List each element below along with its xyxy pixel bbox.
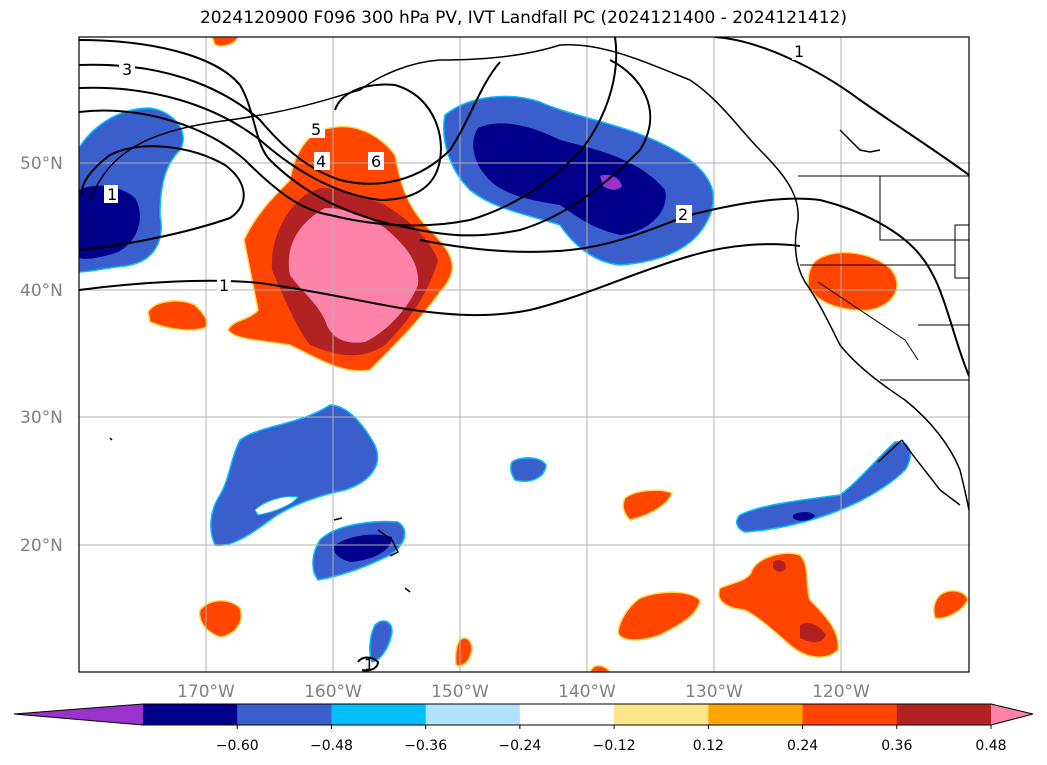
coastlines — [89, 43, 969, 511]
colorbar-segment — [614, 704, 709, 725]
contour-line — [79, 83, 442, 202]
lon-label: 120°W — [812, 682, 870, 702]
max-positive-region — [288, 208, 419, 343]
colorbar-tick-label: −0.60 — [216, 738, 259, 754]
colorbar-segment — [519, 704, 615, 725]
negative-region — [210, 404, 379, 547]
map-panel: 3 5 4 6 1 1 2 1 1 — [79, 37, 969, 674]
colorbar-tick-label: 0.24 — [787, 738, 818, 754]
lat-label: 50°N — [20, 154, 63, 174]
map-frame — [78, 36, 970, 673]
lat-label: 20°N — [20, 536, 63, 556]
contour-label: 5 — [311, 120, 321, 139]
lat-label: 40°N — [20, 281, 63, 301]
colorbar-tick-label: 0.12 — [693, 738, 724, 754]
contour-line — [714, 37, 969, 176]
contour-labels: 3 5 4 6 1 1 2 1 1 — [104, 42, 806, 674]
colorbar-segment — [896, 704, 992, 725]
lat-label: 30°N — [20, 408, 63, 428]
colorbar-extension — [14, 704, 143, 725]
islands — [109, 437, 411, 593]
hole-region — [254, 496, 299, 516]
positive-region — [933, 590, 969, 620]
extreme-negative-region — [600, 174, 622, 190]
strong-negative-region — [793, 512, 815, 521]
negative-region — [369, 620, 393, 663]
colorbar-tick-label: −0.48 — [310, 738, 353, 754]
colorbar-segment — [708, 704, 804, 725]
contour-label: 1 — [794, 42, 804, 61]
contour-label: 1 — [219, 276, 229, 295]
contour-label: 4 — [316, 152, 326, 171]
contour-line — [357, 656, 380, 672]
contour-label: 1 — [107, 185, 117, 204]
colorbar-outline — [13, 703, 1034, 726]
lon-label: 160°W — [304, 682, 362, 702]
colorbar-segment — [802, 704, 898, 725]
contour-label: 2 — [678, 205, 688, 224]
contour-line — [79, 61, 501, 185]
plot-title: 2024120900 F096 300 hPa PV, IVT Landfall… — [199, 8, 847, 28]
negative-region — [735, 441, 911, 533]
colorbar-segment — [331, 704, 427, 725]
lon-label: 130°W — [685, 682, 743, 702]
strong-positive-region — [773, 560, 786, 572]
lon-label: 150°W — [431, 682, 489, 702]
positive-region — [622, 489, 673, 521]
lon-label: 170°W — [177, 682, 235, 702]
colorbar-tick-label: 0.48 — [975, 738, 1006, 754]
colorbar-segment — [143, 704, 238, 725]
colorbar: −0.60 −0.48 −0.36 −0.24 −0.12 0.12 0.24 0.36 0.4… — [13, 703, 1034, 754]
colorbar-tick-label: 0.36 — [881, 738, 912, 754]
strong-negative-region — [79, 185, 140, 259]
contour-line — [79, 145, 245, 251]
colorbar-tick-label: −0.36 — [404, 738, 447, 754]
negative-region — [510, 457, 547, 482]
strong-negative-region — [473, 123, 666, 235]
contour-line — [419, 197, 969, 377]
contour-label: 6 — [371, 152, 381, 171]
colorbar-segment — [425, 704, 521, 725]
strong-positive-region — [800, 623, 826, 643]
colorbar-tick-label: −0.12 — [593, 738, 636, 754]
longitude-labels: 170°W 160°W 150°W 140°W 130°W 120°W — [177, 682, 870, 702]
colorbar-tick-label: −0.24 — [498, 738, 541, 754]
latitude-labels: 50°N 40°N 30°N 20°N — [20, 154, 63, 556]
positive-region — [807, 251, 898, 311]
colorbar-extension — [991, 704, 1033, 725]
contour-label: 1 — [364, 655, 374, 674]
state-borders — [798, 175, 969, 381]
positive-region — [617, 591, 701, 641]
strong-negative-region — [334, 534, 392, 562]
lon-label: 140°W — [558, 682, 616, 702]
positive-region — [198, 600, 242, 638]
colorbar-segment — [237, 704, 332, 725]
contour-label: 3 — [122, 60, 132, 79]
contour-line — [79, 37, 618, 227]
